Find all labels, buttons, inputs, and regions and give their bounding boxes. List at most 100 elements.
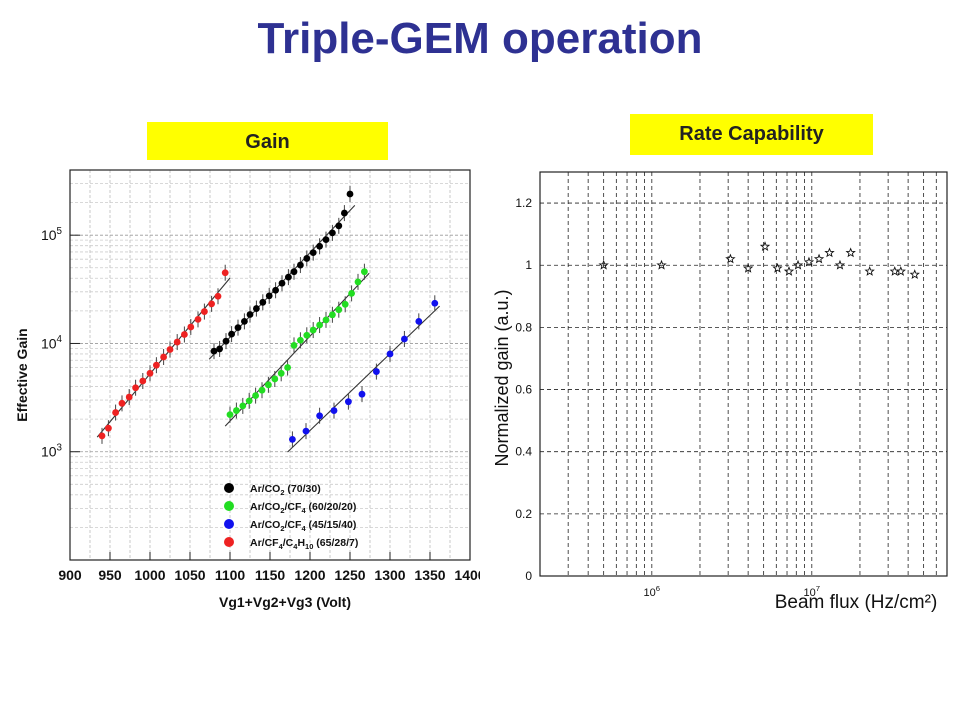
rate-data-point — [909, 269, 920, 279]
gain-data-point — [125, 393, 133, 401]
gain-data-point — [246, 311, 254, 318]
gain-data-point — [214, 292, 222, 300]
gain-data-point — [316, 321, 323, 329]
gain-x-tick-label: 1100 — [215, 567, 246, 583]
gain-data-point — [290, 268, 298, 276]
rate-x-tick-label: 106 — [644, 584, 661, 599]
gain-data-point — [373, 368, 380, 375]
gain-x-tick-label: 900 — [58, 567, 82, 583]
rate-data-point — [792, 259, 804, 270]
rate-y-tick-label: 0 — [525, 569, 532, 583]
gain-data-point — [335, 222, 343, 230]
gain-data-point — [239, 402, 247, 410]
gain-data-point — [272, 286, 279, 294]
gain-data-point — [252, 392, 259, 399]
gain-data-point — [258, 386, 266, 394]
gain-legend: Ar/CO2 (70/30) Ar/CO2/CF4 (60/20/20) Ar/CO… — [224, 483, 358, 551]
gain-fit-line — [287, 305, 440, 453]
gain-data-point — [245, 397, 253, 405]
rate-data-point — [864, 266, 875, 276]
gain-data-point — [173, 338, 181, 346]
gain-data-point — [216, 345, 224, 353]
gain-data-point — [358, 390, 366, 398]
gain-data-point — [146, 369, 154, 377]
gain-data-point — [208, 300, 216, 308]
rate-y-tick-label: 0.4 — [515, 445, 532, 459]
gain-data-point — [222, 337, 230, 345]
gain-x-tick-label: 950 — [98, 567, 122, 583]
rate-data-point — [772, 262, 783, 273]
rate-y-tick-label: 0.2 — [515, 507, 532, 521]
rate-x-tick-label: 107 — [804, 584, 821, 599]
gain-data-point — [303, 331, 311, 339]
rate-y-axis-label: Normalized gain (a.u.) — [492, 289, 512, 466]
gain-x-axis-label: Vg1+Vg2+Vg3 (Volt) — [219, 594, 351, 610]
gain-data-point — [316, 242, 323, 250]
gain-data-point — [210, 347, 218, 355]
gain-data-point — [233, 407, 240, 414]
gain-x-tick-label: 1400 — [454, 567, 480, 583]
gain-legend-marker — [224, 501, 234, 511]
gain-legend-label: Ar/CO2/CF4 (45/15/40) — [250, 519, 356, 533]
gain-data-point — [289, 435, 296, 443]
rate-data-point — [813, 253, 825, 264]
gain-data-point — [386, 350, 394, 358]
gain-y-tick-label: 105 — [41, 226, 63, 243]
gain-x-tick-label: 1150 — [255, 567, 286, 583]
rate-data-point — [783, 266, 795, 276]
rate-data-point — [824, 247, 835, 258]
gain-y-axis-label: Effective Gain — [14, 328, 30, 421]
gain-data-point — [187, 323, 195, 331]
gain-data-point — [132, 384, 139, 392]
gain-data-point — [277, 369, 285, 377]
gain-data-point — [153, 361, 160, 369]
gain-chart: 900 950 1000 1050 1100 1150 1200 1250 1300 1350 14… — [10, 160, 480, 620]
gain-y-tick-label: 103 — [41, 442, 63, 459]
rate-x-axis-label: Beam flux (Hz/cm²) — [775, 592, 938, 613]
gain-data-point — [241, 317, 248, 325]
rate-y-tick-label: 0.6 — [515, 383, 532, 397]
gain-data-point — [415, 317, 423, 325]
gain-data-point — [341, 300, 349, 308]
gain-data-point — [345, 398, 352, 406]
rate-y-tick-label: 1 — [525, 258, 532, 272]
gain-legend-marker — [224, 519, 234, 529]
gain-data-point — [265, 292, 273, 300]
gain-data-point — [271, 375, 279, 383]
rate-data-point — [803, 256, 815, 267]
gain-data-point — [297, 336, 304, 344]
gain-data-point — [139, 377, 147, 385]
gain-data-point — [226, 411, 234, 419]
gain-data-point — [297, 261, 304, 269]
gain-x-tick-label: 1250 — [334, 567, 365, 583]
gain-data-point — [259, 298, 267, 306]
rate-chart: 106 107 0 0.2 0.4 0.6 0.8 1 1.2 Beam flux (Hz/c… — [482, 160, 952, 620]
gain-legend-label: Ar/CF4/C4H10 (65/28/7) — [250, 537, 358, 551]
gain-data-point — [335, 306, 343, 314]
rate-y-tick-label: 1.2 — [515, 196, 532, 210]
rate-data-point — [845, 247, 856, 258]
gain-data-point — [98, 432, 106, 440]
gain-data-point — [112, 409, 119, 416]
gain-data-point — [290, 341, 298, 349]
rate-data-point — [759, 241, 771, 251]
gain-data-point — [201, 308, 208, 315]
gain-data-point — [329, 229, 336, 237]
gain-data-point — [118, 399, 126, 407]
gain-data-point — [341, 209, 348, 217]
gain-data-point — [303, 255, 311, 262]
rate-y-tick-label: 0.8 — [515, 320, 532, 334]
rate-data-point — [895, 266, 906, 276]
gain-data-point — [284, 364, 291, 371]
gain-data-point — [309, 249, 317, 257]
gain-y-tick-label: 104 — [41, 334, 63, 351]
rate-data-point — [725, 253, 736, 264]
gain-data-point — [160, 353, 168, 361]
gain-legend-label: Ar/CO2/CF4 (60/20/20) — [250, 501, 356, 515]
gain-data-point — [181, 331, 188, 338]
gain-data-point — [322, 316, 330, 324]
gain-data-point — [401, 335, 408, 343]
gain-data-point — [302, 427, 310, 435]
gain-data-point — [265, 381, 272, 389]
gain-data-point — [253, 305, 260, 312]
